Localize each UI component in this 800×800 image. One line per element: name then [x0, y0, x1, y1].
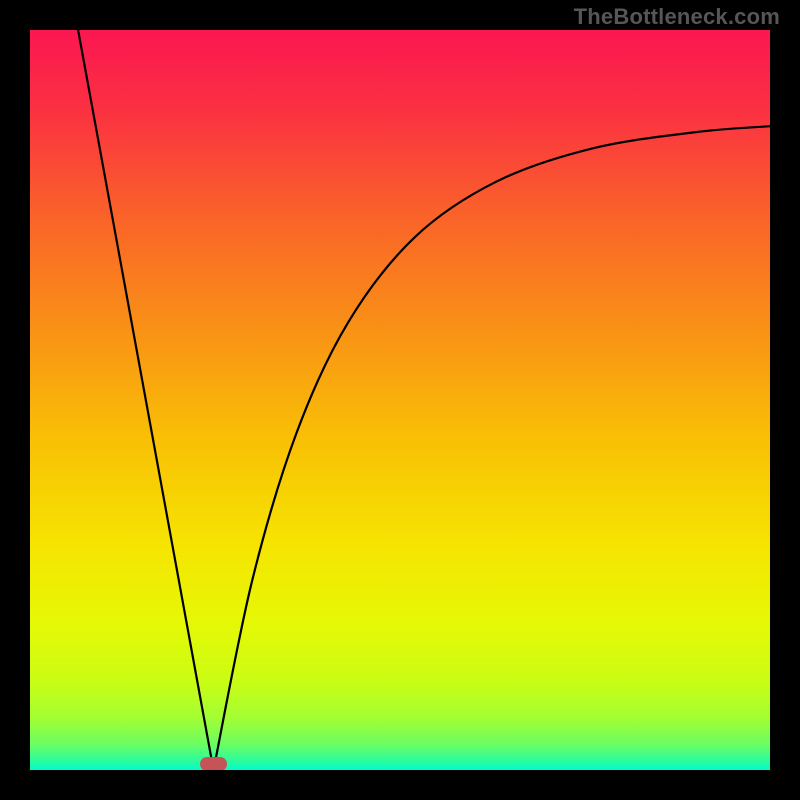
watermark-text: TheBottleneck.com	[574, 4, 780, 30]
plot-area	[30, 30, 770, 770]
gradient-background	[30, 30, 770, 770]
chart-svg	[30, 30, 770, 770]
optimum-marker	[200, 757, 227, 770]
